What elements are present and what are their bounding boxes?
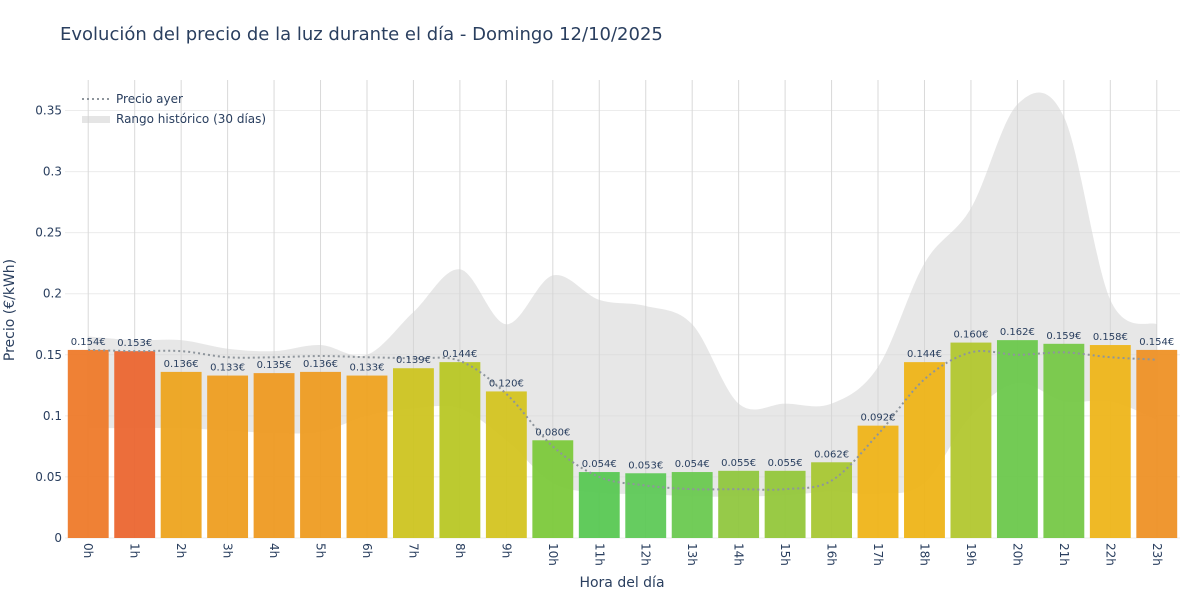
bar-value-label: 0.062€ bbox=[814, 449, 849, 460]
bar-value-label: 0.153€ bbox=[117, 338, 152, 349]
bar-8h bbox=[439, 362, 481, 538]
bar-18h bbox=[904, 362, 945, 538]
bar-5h bbox=[300, 371, 341, 538]
bar-11h bbox=[578, 472, 620, 538]
bar-10h bbox=[532, 440, 574, 538]
x-axis-title: Hora del día bbox=[579, 575, 664, 591]
x-tick-label: 3h bbox=[221, 543, 235, 558]
bar-value-label: 0.136€ bbox=[164, 359, 199, 370]
bar-value-label: 0.054€ bbox=[675, 459, 710, 470]
bar-19h bbox=[950, 342, 992, 538]
y-tick-label: 0 bbox=[54, 531, 62, 545]
bar-22h bbox=[1089, 345, 1131, 538]
historic-range-band bbox=[88, 92, 1157, 497]
bar-value-label: 0.055€ bbox=[768, 458, 803, 469]
x-tick-label: 7h bbox=[406, 543, 420, 558]
x-tick-label: 4h bbox=[267, 543, 281, 558]
bar-value-label: 0.160€ bbox=[953, 330, 988, 341]
x-tick-label: 18h bbox=[917, 543, 931, 566]
bar-0h bbox=[67, 349, 109, 538]
x-tick-label: 19h bbox=[964, 543, 978, 566]
bar-value-label: 0.055€ bbox=[721, 458, 756, 469]
yesterday-price-line bbox=[88, 348, 1157, 491]
bar-value-label: 0.162€ bbox=[1000, 327, 1035, 338]
x-tick-label: 14h bbox=[732, 543, 746, 566]
x-tick-label: 13h bbox=[685, 543, 699, 566]
bar-value-label: 0.136€ bbox=[303, 359, 338, 370]
y-tick-label: 0.15 bbox=[35, 348, 62, 362]
bar-3h bbox=[207, 375, 249, 538]
bar-value-label: 0.054€ bbox=[582, 459, 617, 470]
bar-value-label: 0.053€ bbox=[628, 460, 663, 471]
bar-value-label: 0.133€ bbox=[349, 363, 384, 374]
bar-7h bbox=[392, 368, 434, 538]
bar-14h bbox=[718, 470, 760, 538]
bar-value-label: 0.159€ bbox=[1046, 331, 1081, 342]
y-tick-label: 0.35 bbox=[35, 104, 62, 118]
legend-label: Rango histórico (30 días) bbox=[116, 112, 266, 126]
bar-value-label: 0.154€ bbox=[71, 337, 106, 348]
bar-value-label: 0.133€ bbox=[210, 363, 245, 374]
x-tick-label: 5h bbox=[314, 543, 328, 558]
legend-label: Precio ayer bbox=[116, 92, 183, 106]
bar-value-label: 0.139€ bbox=[396, 355, 431, 366]
bar-series bbox=[67, 340, 1178, 538]
x-tick-label: 2h bbox=[174, 543, 188, 558]
bar-20h bbox=[996, 340, 1038, 538]
x-tick-label: 10h bbox=[546, 543, 560, 566]
bar-15h bbox=[764, 470, 806, 538]
bar-1h bbox=[114, 351, 156, 538]
bar-value-label: 0.144€ bbox=[907, 349, 942, 360]
x-tick-label: 0h bbox=[81, 543, 95, 558]
y-tick-label: 0.25 bbox=[35, 226, 62, 240]
yesterday-price-path bbox=[88, 348, 1157, 491]
historic-range-area bbox=[88, 92, 1157, 497]
bar-12h bbox=[625, 473, 667, 538]
bar-23h bbox=[1136, 349, 1178, 538]
bar-16h bbox=[811, 462, 853, 538]
y-tick-label: 0.05 bbox=[35, 470, 62, 484]
axes: 0 0.05 0.1 0.15 0.2 0.25 0.3 0.35 0h 1h 2h 3h 4h 5h 6h… bbox=[35, 104, 1163, 566]
chart-title: Evolución del precio de la luz durante e… bbox=[60, 24, 663, 45]
x-tick-label: 20h bbox=[1010, 543, 1024, 566]
bar-value-label: 0.144€ bbox=[442, 349, 477, 360]
bar-17h bbox=[857, 425, 899, 538]
bar-value-label: 0.135€ bbox=[257, 360, 292, 371]
x-tick-label: 23h bbox=[1150, 543, 1164, 566]
bar-4h bbox=[253, 373, 295, 538]
bar-value-label: 0.154€ bbox=[1139, 337, 1174, 348]
x-tick-label: 11h bbox=[592, 543, 606, 566]
legend: Precio ayer Rango histórico (30 días) bbox=[82, 92, 266, 126]
y-tick-label: 0.3 bbox=[43, 165, 62, 179]
x-tick-label: 1h bbox=[128, 543, 142, 558]
y-tick-label: 0.2 bbox=[43, 287, 62, 301]
x-tick-label: 22h bbox=[1103, 543, 1117, 566]
bar-value-label: 0.158€ bbox=[1093, 332, 1128, 343]
bar-9h bbox=[485, 391, 527, 538]
bar-value-label: 0.120€ bbox=[489, 378, 524, 389]
x-tick-label: 6h bbox=[360, 543, 374, 558]
y-tick-label: 0.1 bbox=[43, 409, 62, 423]
bar-21h bbox=[1043, 343, 1085, 538]
x-tick-label: 15h bbox=[778, 543, 792, 566]
legend-band-symbol bbox=[82, 116, 110, 123]
bar-value-label: 0.092€ bbox=[861, 413, 896, 424]
x-tick-label: 21h bbox=[1057, 543, 1071, 566]
x-tick-label: 9h bbox=[499, 543, 513, 558]
x-tick-label: 16h bbox=[825, 543, 839, 566]
y-axis-title: Precio (€/kWh) bbox=[2, 259, 18, 361]
bar-13h bbox=[671, 472, 713, 538]
x-tick-label: 12h bbox=[639, 543, 653, 566]
bar-value-labels: 0.154€ 0.153€ 0.136€ 0.133€ 0.135€ 0.136€ 0.13… bbox=[71, 327, 1175, 471]
bar-value-label: 0.080€ bbox=[535, 427, 570, 438]
x-tick-label: 17h bbox=[871, 543, 885, 566]
bar-2h bbox=[160, 371, 202, 538]
x-tick-label: 8h bbox=[453, 543, 467, 558]
bar-6h bbox=[346, 375, 388, 538]
